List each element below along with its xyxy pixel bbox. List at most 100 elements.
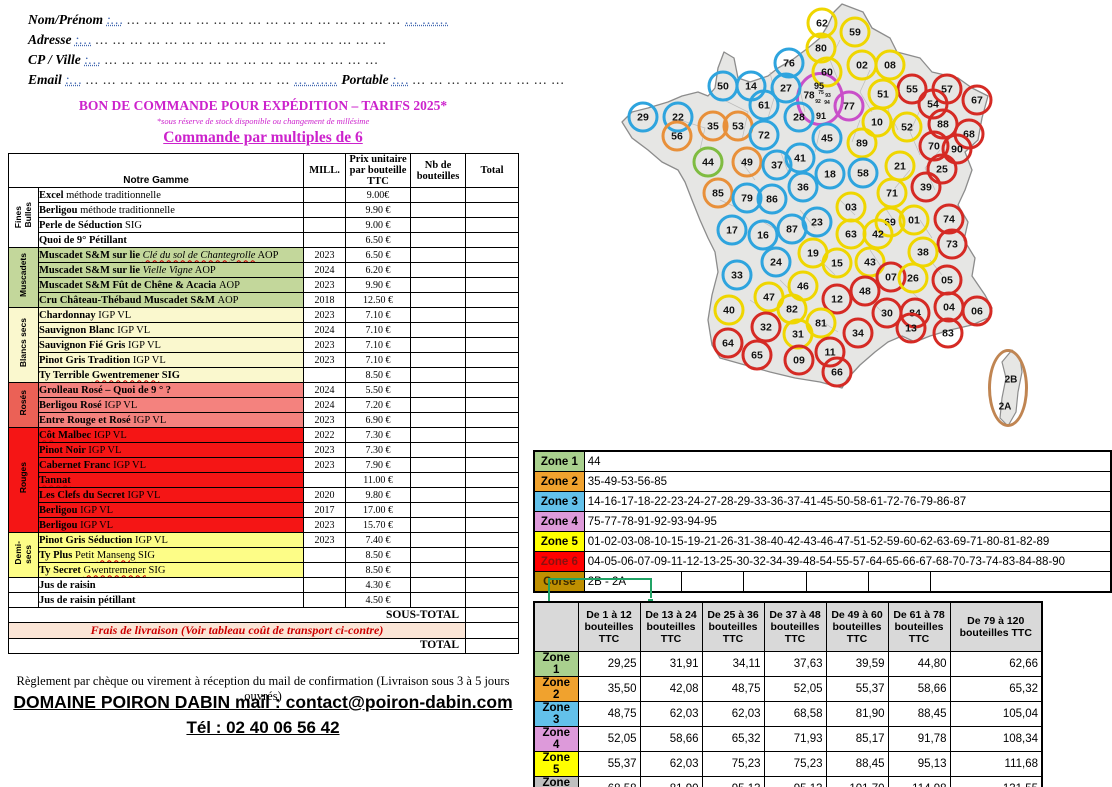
qty-input-cell[interactable] [410,322,467,339]
form-field-dots[interactable]: … … … … … … … … … … … … … … … … [100,52,379,67]
shipping-price-cell: 95,13 [701,776,765,787]
category-cell-muscadets: Muscadets [8,247,39,309]
qty-input-cell[interactable] [410,547,467,564]
line-total-cell[interactable] [465,457,520,474]
qty-input-cell[interactable] [410,487,467,504]
qty-input-cell[interactable] [410,442,467,459]
product-row: Perle de Séduction SIG 9.00 € [9,217,520,234]
product-name-cell: Les Clefs du Secret IGP VL [37,487,305,504]
line-total-cell[interactable] [465,247,520,264]
form-field-dots[interactable]: … … … … … … … … … … … … [81,72,295,87]
line-total-cell[interactable] [465,412,520,429]
qty-input-cell[interactable] [410,517,467,534]
line-total-cell[interactable] [465,232,520,249]
product-row: Les Clefs du Secret IGP VL 2020 9.80 € [9,487,520,504]
line-total-cell[interactable] [465,367,520,384]
line-total-cell[interactable] [465,262,520,279]
qty-input-cell[interactable] [410,352,467,369]
dept-marker-85: 85 [702,177,734,209]
form-field-dots-tail[interactable]: … …… [294,72,338,87]
form-field-dots-tail[interactable]: … …… [405,12,449,27]
form-field-line-3[interactable]: Email :… … … … … … … … … … … … … … …… Po… [28,70,588,90]
qty-input-cell[interactable] [410,562,467,579]
qty-input-cell[interactable] [410,217,467,234]
product-name-cell: Muscadet S&M sur lie Vielle Vigne AOP [37,262,305,279]
line-total-cell[interactable] [465,382,520,399]
line-total-cell[interactable] [465,187,520,204]
dept-marker-18: 18 [814,158,846,190]
qty-input-cell[interactable] [410,592,467,609]
line-total-cell[interactable] [465,562,520,579]
dept-label-95: 95 [813,81,825,91]
line-total-cell[interactable] [465,532,520,549]
dept-marker-56: 56 [661,120,693,152]
line-total-cell[interactable] [465,442,520,459]
qty-input-cell[interactable] [410,577,467,594]
qty-input-cell[interactable] [410,412,467,429]
line-total-cell[interactable] [465,217,520,234]
unit-price-cell: 7.10 € [345,352,412,369]
line-total-cell[interactable] [465,427,520,444]
legend-empty-cell [805,571,869,593]
line-total-cell[interactable] [465,337,520,354]
qty-input-cell[interactable] [410,202,467,219]
subtotal-label: SOUS-TOTAL [7,607,467,624]
grand-total-row: TOTAL [7,638,520,655]
line-total-cell[interactable] [465,592,520,609]
form-field-dots[interactable]: … … … … … … … … … … … … … … … … … [91,32,387,47]
product-name-part: Quoi de 9° Pétillant [39,234,127,246]
qty-input-cell[interactable] [410,502,467,519]
line-total-cell[interactable] [465,352,520,369]
qty-input-cell[interactable] [410,247,467,264]
qty-input-cell[interactable] [410,292,467,309]
dept-marker-33: 33 [721,259,753,291]
qty-input-cell[interactable] [410,397,467,414]
line-total-cell[interactable] [465,502,520,519]
subtotal-value-cell[interactable] [465,607,520,624]
form-field-line-2[interactable]: CP / Ville :… … … … … … … … … … … … … … … [28,50,588,70]
line-total-cell[interactable] [465,577,520,594]
form-field-dots[interactable]: … … … … … … … … … [408,72,565,87]
qty-input-cell[interactable] [410,307,467,324]
line-total-cell[interactable] [465,472,520,489]
dept-marker-37: 37 [761,149,793,181]
dept-marker-67: 67 [961,84,993,116]
qty-input-cell[interactable] [410,232,467,249]
qty-input-cell[interactable] [410,277,467,294]
dept-marker-87: 87 [776,213,808,245]
qty-input-cell[interactable] [410,427,467,444]
qty-input-cell[interactable] [410,337,467,354]
millesime-cell: 2022 [303,427,347,444]
form-field-line-0[interactable]: Nom/Prénom :… … … … … … … … … … … … … … … [28,10,588,30]
line-total-cell[interactable] [465,277,520,294]
line-total-cell[interactable] [465,322,520,339]
line-total-cell[interactable] [465,487,520,504]
contact-email-line[interactable]: DOMAINE POIRON DABIN mail : contact@poir… [13,692,513,712]
shipping-fee-value-cell[interactable] [465,622,520,640]
millesime-cell: 2024 [303,382,347,399]
line-total-cell[interactable] [465,397,520,414]
line-total-cell[interactable] [465,517,520,534]
qty-input-cell[interactable] [410,472,467,489]
line-total-cell[interactable] [465,307,520,324]
shipping-price-cell: 58,66 [887,676,951,702]
qty-input-cell[interactable] [410,382,467,399]
shipping-fee-label: Frais de livraison (Voir tableau coût de… [7,622,467,640]
line-total-cell[interactable] [465,202,520,219]
shipping-price-cell: 52,05 [763,676,827,702]
grand-total-value-cell[interactable] [465,638,520,655]
line-total-cell[interactable] [465,292,520,309]
unit-price-cell: 11.00 € [345,472,412,489]
line-total-cell[interactable] [465,547,520,564]
form-field-dots[interactable]: … … … … … … … … … … … … … … … … [122,12,406,27]
millesime-cell: 2023 [303,352,347,369]
dept-label-2A: 2A [998,401,1012,413]
qty-input-cell[interactable] [410,187,467,204]
form-field-line-1[interactable]: Adresse :… … … … … … … … … … … … … … … …… [28,30,588,50]
qty-input-cell[interactable] [410,367,467,384]
legend-row: Zone 1 44 [533,450,1112,472]
qty-input-cell[interactable] [410,532,467,549]
qty-input-cell[interactable] [410,457,467,474]
qty-input-cell[interactable] [410,262,467,279]
product-row: Ty Secret Gwentremener SIG 8.50 € [9,562,520,579]
